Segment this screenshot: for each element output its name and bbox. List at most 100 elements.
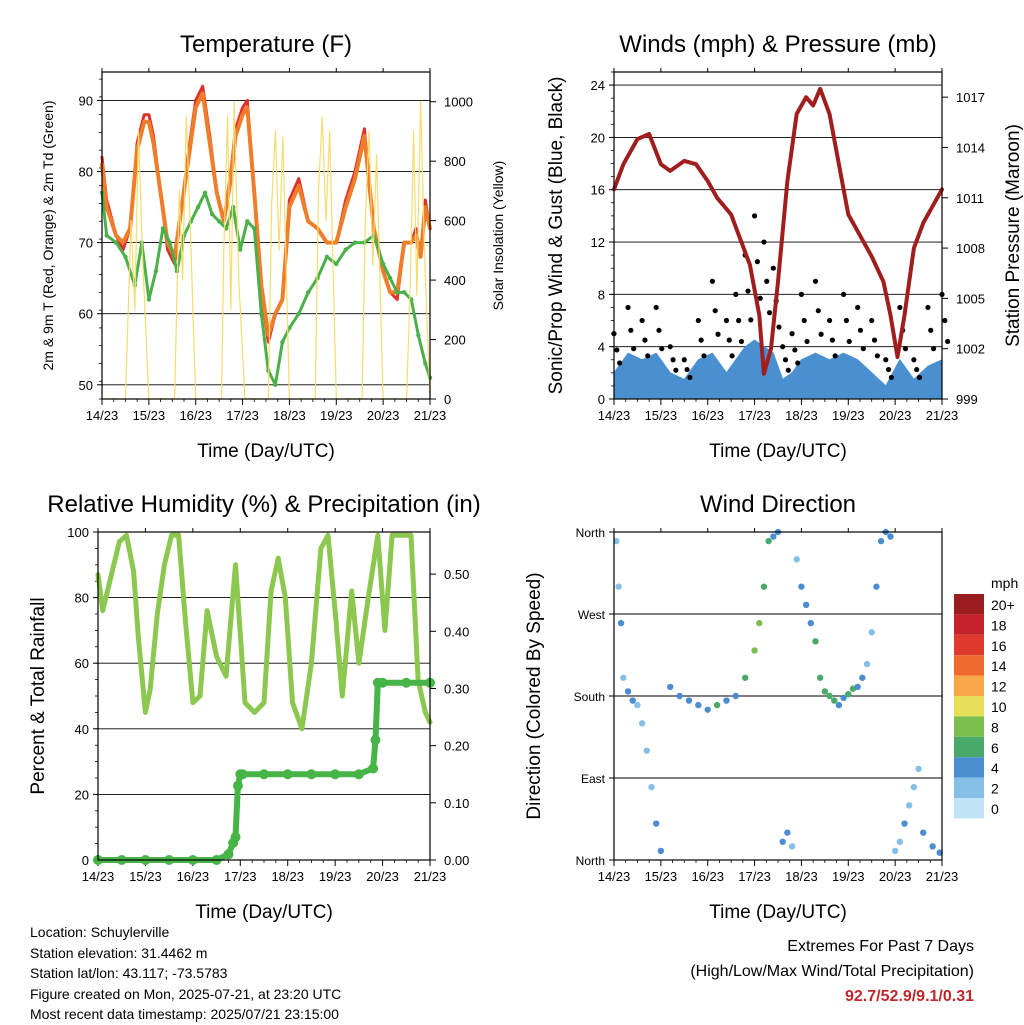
- dir-direction-point: [704, 706, 711, 713]
- dir-direction-point: [634, 701, 641, 709]
- wind-gust-point: [789, 331, 795, 337]
- dir-plot-frame: [613, 531, 943, 861]
- wind-gust-point: [687, 374, 693, 381]
- temp-dewpoint-point: [123, 254, 128, 260]
- wind-gust-point: [942, 317, 948, 324]
- wind-gust-point: [897, 304, 903, 311]
- wind-xtick-label: 16/23: [691, 408, 724, 423]
- dir-ytick-label: West: [578, 608, 606, 622]
- dir-direction-point: [770, 533, 777, 540]
- wind-gust-point: [764, 278, 770, 284]
- rh-xtick-label: 21/23: [414, 869, 447, 884]
- wind-y2label: Station Pressure (Maroon): [1003, 124, 1024, 347]
- wind-gust-point: [723, 317, 730, 324]
- dir-direction-point: [615, 583, 622, 590]
- wind-gust-point: [782, 357, 789, 363]
- latlon-text: Station lat/lon: 43.117; -73.5783: [30, 965, 228, 981]
- dir-direction-point: [624, 688, 632, 695]
- dir-direction-point: [742, 674, 749, 681]
- dir-direction-point: [812, 638, 819, 645]
- temp-xtick-label: 14/23: [86, 408, 119, 423]
- wind-title: Winds (mph) & Pressure (mb): [619, 31, 936, 58]
- rh-y2tick-label: 0.40: [444, 624, 469, 639]
- wind-xtick-label: 19/23: [832, 408, 865, 423]
- wind-xtick-label: 21/23: [926, 408, 959, 423]
- dir-direction-point: [685, 697, 693, 704]
- wind-pressure-line: [612, 86, 944, 376]
- temp-dewpoint-point: [416, 332, 421, 338]
- wind-ytick-label: 16: [591, 183, 605, 198]
- temp-xtick-label: 20/23: [367, 408, 400, 423]
- rh-ytick-label: 60: [75, 656, 89, 671]
- dir-xtick-label: 16/23: [691, 869, 724, 884]
- dir-legend-label: 10: [991, 699, 1007, 715]
- dir-direction-point: [667, 683, 674, 691]
- dir-direction-point: [657, 847, 665, 855]
- dir-direction-point: [868, 629, 875, 636]
- dir-xtick-label: 21/23: [926, 869, 959, 884]
- wind-gust-point: [804, 338, 810, 345]
- wind-gust-point: [812, 278, 819, 284]
- dir-legend-swatch: [954, 716, 984, 737]
- temp-ytick-label: 60: [79, 307, 93, 322]
- dir-xtick-label: 18/23: [785, 869, 818, 884]
- dir-direction-point: [617, 619, 625, 627]
- dir-direction-point: [629, 697, 636, 704]
- wind-ytick-label: 12: [591, 235, 605, 250]
- temp-y2tick-label: 400: [444, 273, 466, 288]
- wind-gust-point: [645, 353, 651, 359]
- dir-direction-point: [929, 843, 936, 850]
- rh-ytick-label: 20: [75, 787, 89, 802]
- dir-legend-swatch: [954, 634, 984, 656]
- temp-dewpoint-point: [280, 339, 285, 345]
- wind-gust-point: [656, 327, 662, 333]
- wind-gust-point: [757, 295, 763, 301]
- dir-direction-point: [613, 537, 620, 545]
- rh-y2tick-label: 0.30: [444, 681, 469, 696]
- wind-gust-point: [653, 304, 659, 311]
- temp-dewpoint-line: [100, 191, 432, 387]
- wind-gust-point: [770, 265, 776, 271]
- dir-direction-point: [779, 838, 786, 845]
- wind-gust-point: [871, 337, 878, 343]
- rh-xtick-label: 16/23: [177, 869, 210, 884]
- dir-legend-title: mph: [991, 575, 1018, 591]
- dir-direction-point: [751, 647, 758, 654]
- wind-gust-point: [832, 353, 838, 359]
- temp-dewpoint-point: [245, 219, 250, 224]
- dir-direction-point: [638, 720, 646, 727]
- wind-gust-point: [614, 347, 620, 353]
- temp-dewpoint-point: [273, 382, 278, 387]
- wind-xlabel: Time (Day/UTC): [709, 441, 847, 462]
- wind-xtick-label: 17/23: [738, 408, 771, 423]
- wind-xtick-label: 14/23: [598, 408, 631, 423]
- wind-gust-point: [911, 357, 917, 363]
- wind-gust-point: [888, 374, 894, 381]
- dir-direction-point: [845, 690, 852, 698]
- wind-gust-point: [712, 308, 718, 314]
- wind-gust-point: [846, 338, 852, 345]
- dir-direction-point: [896, 838, 904, 845]
- dir-title: Wind Direction: [700, 491, 856, 518]
- wind-gust-point: [738, 338, 745, 345]
- dir-direction-point: [816, 674, 824, 681]
- wind-gust-point: [667, 344, 673, 350]
- wind-gust-point: [843, 317, 850, 324]
- rh-y2tick-label: 0.20: [444, 739, 469, 754]
- wind-gust-point: [736, 317, 742, 324]
- temp-dewpoint-point: [146, 297, 152, 302]
- wind-y2tick-label: 1002: [956, 342, 985, 357]
- temp-dewpoint-point: [287, 325, 292, 331]
- rh-xtick-label: 19/23: [319, 869, 352, 884]
- temp-dewpoint-point: [195, 204, 201, 210]
- temp-xtick-label: 19/23: [320, 408, 353, 423]
- extremes-title: Extremes For Past 7 Days: [787, 938, 974, 955]
- wind-xtick-label: 18/23: [785, 408, 818, 423]
- dir-direction-point: [620, 674, 627, 681]
- temp-xtick-label: 15/23: [133, 408, 166, 423]
- temp-dewpoint-point: [160, 226, 166, 231]
- wind-gust-point: [709, 278, 716, 284]
- wind-gust-point: [841, 291, 847, 297]
- wind-ytick-label: 4: [598, 340, 605, 355]
